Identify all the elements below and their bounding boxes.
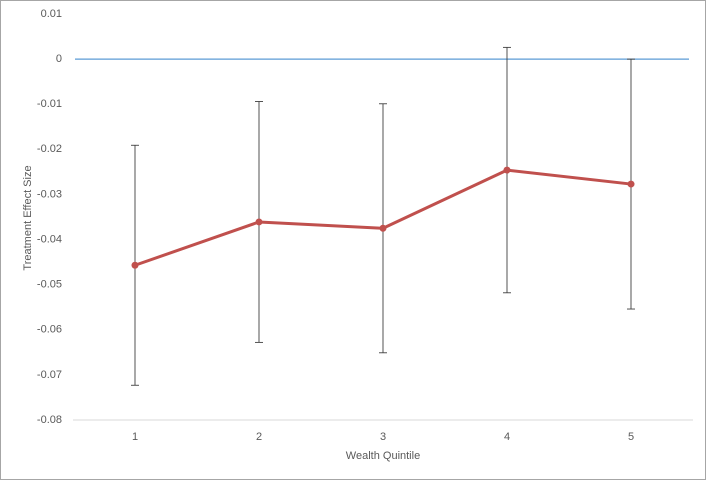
y-tick-label: -0.07 bbox=[37, 369, 62, 381]
y-tick-label: 0 bbox=[56, 53, 62, 65]
y-tick-label: -0.05 bbox=[37, 279, 62, 291]
x-tick-label: 4 bbox=[504, 431, 510, 443]
y-tick-label: -0.04 bbox=[37, 233, 62, 245]
x-axis-label: Wealth Quintile bbox=[346, 450, 420, 462]
point bbox=[627, 180, 635, 188]
y-tick-label: -0.02 bbox=[37, 143, 62, 155]
point bbox=[131, 261, 139, 269]
x-tick-label: 2 bbox=[256, 431, 262, 443]
x-tick-label: 3 bbox=[380, 431, 386, 443]
x-tick-label: 1 bbox=[132, 431, 138, 443]
y-tick-label: -0.06 bbox=[37, 324, 62, 336]
x-tick-label: 5 bbox=[628, 431, 634, 443]
point bbox=[379, 224, 387, 232]
point bbox=[255, 218, 263, 226]
y-tick-label: -0.01 bbox=[37, 98, 62, 110]
y-tick-label: -0.08 bbox=[37, 414, 62, 426]
y-axis-label: Treatment Effect Size bbox=[22, 165, 34, 270]
y-tick-label: 0.01 bbox=[41, 8, 62, 20]
y-tick-label: -0.03 bbox=[37, 188, 62, 200]
point bbox=[503, 166, 511, 174]
